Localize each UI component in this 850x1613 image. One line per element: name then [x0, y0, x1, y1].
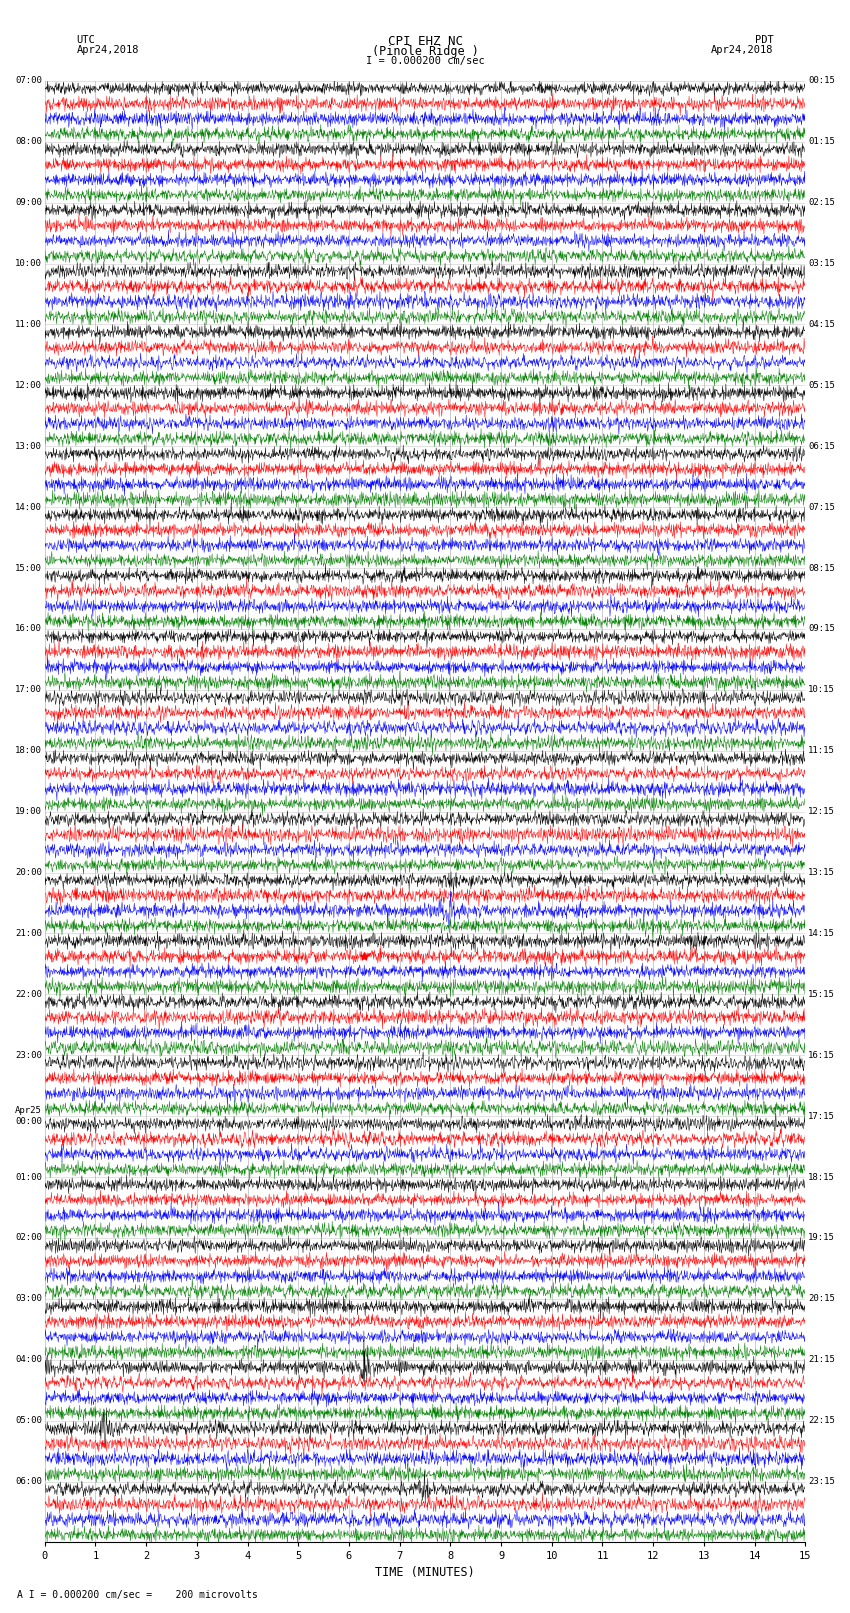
Text: I = 0.000200 cm/sec: I = 0.000200 cm/sec [366, 56, 484, 66]
Text: Apr24,2018: Apr24,2018 [76, 45, 139, 55]
Text: PDT: PDT [755, 35, 774, 45]
Text: (Pinole Ridge ): (Pinole Ridge ) [371, 45, 479, 58]
Text: A I = 0.000200 cm/sec =    200 microvolts: A I = 0.000200 cm/sec = 200 microvolts [17, 1590, 258, 1600]
Text: Apr24,2018: Apr24,2018 [711, 45, 774, 55]
Text: UTC: UTC [76, 35, 95, 45]
Text: CPI EHZ NC: CPI EHZ NC [388, 35, 462, 48]
X-axis label: TIME (MINUTES): TIME (MINUTES) [375, 1566, 475, 1579]
